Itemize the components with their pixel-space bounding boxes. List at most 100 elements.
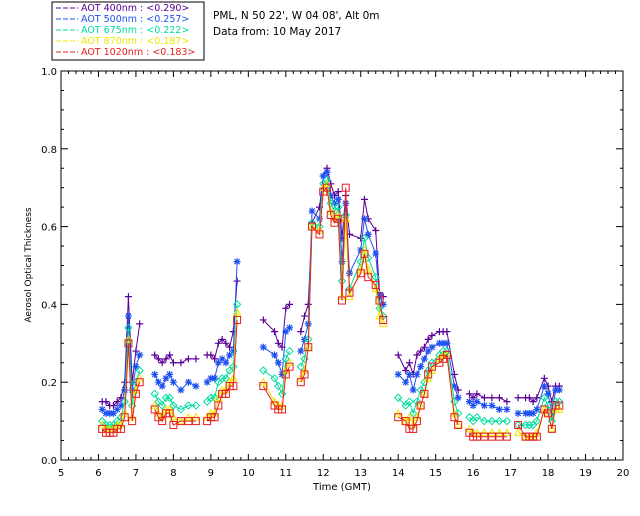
data-point [319,172,327,180]
data-point [334,195,342,203]
data-point [333,210,343,219]
data-point [226,343,234,351]
data-point [300,370,309,379]
data-point [480,402,488,410]
data-point [364,273,373,282]
data-point [297,328,305,336]
data-point [166,351,174,359]
y-tick-label: 0.2 [41,378,57,389]
data-point [214,401,223,410]
data-point [360,249,369,258]
data-point [393,408,403,417]
data-point [116,424,125,433]
data-point [540,374,548,382]
data-point [191,401,201,410]
data-point [150,405,159,414]
data-point [177,386,185,394]
data-point [285,358,294,367]
data-point [502,416,512,426]
data-point [150,389,159,399]
data-point [372,226,380,234]
data-point [124,293,132,301]
series [98,183,564,441]
data-point [375,296,384,305]
x-tick-label: 19 [579,468,592,479]
data-point [450,382,458,390]
data-point [271,351,279,359]
data-point [529,398,537,406]
data-point [211,374,219,382]
data-point [214,339,222,347]
data-point [338,296,346,305]
data-point [154,378,162,386]
data-point [117,402,125,410]
data-point [277,389,287,399]
data-point [435,339,443,347]
data-point [207,374,215,382]
data-point [473,390,481,398]
data-point [525,409,533,417]
data-point [270,374,279,383]
data-point [97,420,107,429]
data-point [158,417,167,426]
data-point [259,382,268,391]
data-point [514,409,522,417]
data-point [233,277,241,285]
data-point [442,350,451,359]
data-point [401,416,411,425]
data-point [360,245,369,254]
x-axis-label: Time (GMT) [312,482,371,493]
data-point [495,405,503,413]
data-point [443,339,451,347]
data-point [480,428,489,437]
data-point [322,179,332,188]
data-point [394,370,402,378]
data-point [420,389,429,398]
data-point [161,393,171,402]
y-tick-label: 0.6 [41,223,57,234]
data-point [428,343,436,351]
data-point [214,359,222,367]
data-point [544,409,553,418]
axes: 5 6 7 8 9 10 11 12 13 14 15 16 17 18 19 20 0.0 0.2 0.4 0.6 0… [41,67,629,479]
data-point [525,420,534,430]
data-point [342,199,350,207]
data-point [191,412,201,421]
data-point [402,378,410,386]
data-point [487,416,497,426]
data-point [334,188,342,196]
y-tick-label: 0.0 [41,456,57,467]
data-point [345,288,354,297]
data-point [98,405,106,413]
data-point [405,397,414,406]
data-point [401,417,410,426]
data-point [502,432,511,441]
x-tick-label: 7 [133,468,139,479]
data-point [308,207,316,215]
data-point [394,351,402,359]
data-point [192,382,200,390]
data-point [469,402,477,410]
series-line [517,405,560,438]
data-point [102,409,110,417]
data-point [450,413,459,422]
data-point [514,394,522,402]
series [98,168,563,417]
data-point [521,420,530,430]
x-tick-label: 15 [429,468,442,479]
data-point [135,378,144,387]
data-point [405,370,413,378]
data-point [420,389,429,398]
data-point [210,413,219,422]
data-point [106,409,114,417]
series-line [469,416,507,422]
data-point [233,315,242,324]
data-point [540,382,548,390]
data-point [409,424,418,433]
data-point [334,214,343,223]
data-point [158,382,166,390]
data-point [217,374,227,383]
data-point [405,359,413,367]
data-point [495,428,504,437]
